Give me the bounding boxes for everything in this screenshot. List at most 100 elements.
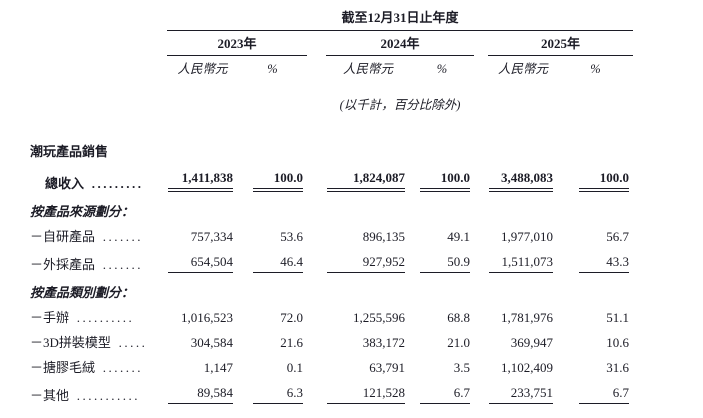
cell-value: 6.3 (253, 385, 303, 404)
column-gap (474, 220, 488, 245)
empty-cell (30, 55, 167, 79)
cell-pct-2024: 100.0 (410, 160, 474, 192)
column-gap (307, 301, 326, 326)
unit-header-row: 人民幣元 % 人民幣元 % 人民幣元 % (30, 55, 633, 79)
cell-rmb-2024: 896,135 (326, 220, 410, 245)
table-row: 總收入 ......... 1,411,838 100.0 1,824,087 100.… (30, 160, 633, 192)
cell-rmb-2024: 383,172 (326, 326, 410, 351)
column-gap (474, 30, 488, 55)
cell-rmb-2024: 121,528 (326, 376, 410, 404)
cell-value: 896,135 (362, 229, 405, 244)
cell-pct-2025: 43.3 (558, 245, 633, 273)
cell-pct-2024: 3.5 (410, 351, 474, 376)
column-gap (307, 160, 326, 192)
cell-rmb-2025: 1,977,010 (488, 220, 558, 245)
cell-value: 68.8 (447, 310, 470, 325)
cell-rmb-2024: 1,824,087 (326, 160, 410, 192)
row-label-text: －外採產品 ....... (30, 257, 144, 272)
cell-pct-2023: 72.0 (238, 301, 307, 326)
row-label-text: 總收入 ......... (45, 176, 144, 191)
spacer-row (30, 115, 633, 141)
table-row: －外採產品 ....... 654,504 46.4 927,952 50.9 1,511… (30, 245, 633, 273)
section-label: 按產品來源劃分： (30, 204, 135, 219)
cell-value: 369,947 (510, 335, 553, 350)
dot-leader: ....... (97, 229, 144, 244)
cell-pct-2024: 50.9 (410, 245, 474, 273)
cell-value: 50.9 (420, 254, 470, 273)
year-header-2024: 2024年 (326, 30, 474, 56)
row-label: －其他 ........... (30, 376, 167, 404)
column-gap (307, 30, 326, 55)
table-row: －手辦 .......... 1,016,523 72.0 1,255,596 68.8… (30, 301, 633, 326)
row-label: －手辦 .......... (30, 301, 167, 326)
cell-rmb-2023: 757,334 (167, 220, 238, 245)
cell-value: 0.1 (286, 360, 303, 375)
table-row: －3D拼裝模型 ..... 304,584 21.6 383,172 21.0 369,9… (30, 326, 633, 351)
empty-cell (30, 79, 167, 115)
units-note: (以千計，百分比除外) (339, 98, 461, 112)
cell-value: 1,016,523 (181, 310, 233, 325)
dot-leader: ......... (86, 176, 144, 191)
cell-value: 1,511,073 (489, 254, 553, 273)
cell-rmb-2025: 1,102,409 (488, 351, 558, 376)
cell-value: 1,147 (203, 360, 233, 375)
cell-pct-2023: 46.4 (238, 245, 307, 273)
cell-value: 927,952 (327, 254, 405, 273)
section-label: 按產品類別劃分： (30, 285, 135, 300)
cell-pct-2025: 56.7 (558, 220, 633, 245)
cell-rmb-2023: 1,411,838 (167, 160, 238, 192)
cell-value: 51.1 (606, 310, 630, 325)
table-body: 潮玩產品銷售總收入 ......... 1,411,838 100.0 1,824,0… (30, 141, 633, 404)
row-label-text: －3D拼裝模型 ..... (30, 335, 148, 350)
row-label: 總收入 ......... (30, 160, 167, 192)
cell-pct-2025: 6.7 (558, 376, 633, 404)
cell-pct-2024: 6.7 (410, 376, 474, 404)
percent-header-2025: % (590, 62, 601, 76)
column-gap (307, 245, 326, 273)
cell-rmb-2025: 1,781,976 (488, 301, 558, 326)
cell-pct-2023: 100.0 (238, 160, 307, 192)
column-gap (474, 245, 488, 273)
cell-value: 21.6 (280, 335, 303, 350)
cell-value: 6.7 (579, 385, 630, 404)
cell-rmb-2025: 233,751 (488, 376, 558, 404)
currency-header-2024: 人民幣元 (342, 62, 393, 76)
cell-value: 654,504 (168, 254, 233, 273)
cell-rmb-2023: 89,584 (167, 376, 238, 404)
spacer (30, 115, 633, 141)
cell-value: 383,172 (362, 335, 405, 350)
cell-value: 53.6 (280, 229, 303, 244)
column-gap (474, 160, 488, 192)
column-gap (474, 376, 488, 404)
cell-value: 1,977,010 (501, 229, 553, 244)
cell-value: 1,255,596 (353, 310, 405, 325)
dot-leader: ........... (71, 388, 141, 403)
table-row: －其他 ........... 89,584 6.3 121,528 6.7 233,75… (30, 376, 633, 404)
percent-header-2024: % (436, 62, 448, 76)
cell-value: 100.0 (253, 170, 303, 192)
dot-leader: ....... (97, 360, 144, 375)
cell-pct-2023: 53.6 (238, 220, 307, 245)
cell-value: 6.7 (420, 385, 470, 404)
cell-value: 121,528 (327, 385, 405, 404)
table-row: －搪膠毛絨 ....... 1,147 0.1 63,791 3.5 1,102,409 3… (30, 351, 633, 376)
cell-value: 233,751 (489, 385, 553, 404)
cell-rmb-2023: 654,504 (167, 245, 238, 273)
cell-value: 49.1 (447, 229, 470, 244)
dot-leader: ..... (112, 335, 148, 350)
cell-rmb-2025: 3,488,083 (488, 160, 558, 192)
column-gap (307, 55, 326, 79)
column-gap (474, 301, 488, 326)
year-header-2025: 2025年 (488, 30, 634, 56)
column-gap (307, 351, 326, 376)
cell-rmb-2024: 63,791 (326, 351, 410, 376)
cell-value: 1,781,976 (501, 310, 553, 325)
cell-value: 100.0 (420, 170, 470, 192)
cell-pct-2025: 100.0 (558, 160, 633, 192)
cell-rmb-2025: 369,947 (488, 326, 558, 351)
dot-leader: ....... (97, 257, 144, 272)
table-row: 潮玩產品銷售 (30, 141, 633, 160)
cell-pct-2024: 49.1 (410, 220, 474, 245)
cell-pct-2023: 6.3 (238, 376, 307, 404)
cell-rmb-2025: 1,511,073 (488, 245, 558, 273)
